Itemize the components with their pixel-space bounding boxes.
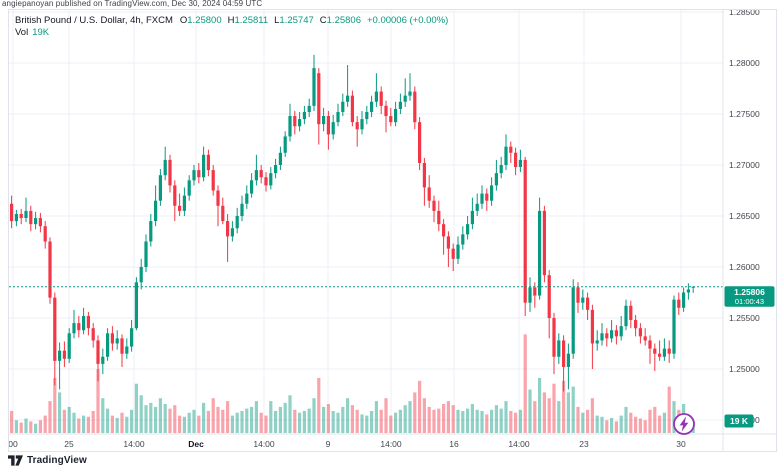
svg-text:25: 25 <box>64 439 74 449</box>
svg-text:1.27500: 1.27500 <box>729 109 760 119</box>
symbol-title[interactable]: British Pound / U.S. Dollar, 4h, FXCM <box>15 15 173 26</box>
low-value: L1.25747 <box>274 15 314 26</box>
svg-text:1.25500: 1.25500 <box>729 313 760 323</box>
svg-text:14:00: 14:00 <box>253 439 275 449</box>
svg-text:14:00: 14:00 <box>380 439 402 449</box>
chart-legend: British Pound / U.S. Dollar, 4h, FXCM O1… <box>15 15 448 39</box>
volume-label: Vol <box>15 27 29 38</box>
svg-text:01:00:43: 01:00:43 <box>735 297 764 306</box>
tradingview-logo[interactable]: TradingView <box>8 455 87 466</box>
svg-text:Dec: Dec <box>188 439 204 449</box>
svg-text:1.25806: 1.25806 <box>734 287 765 297</box>
svg-text:1.28000: 1.28000 <box>729 58 760 68</box>
chart-card: 1.28500 1.28000 1.27500 1.27000 1.26500 1.260… <box>8 9 777 452</box>
close-value: C1.25806 <box>319 15 361 26</box>
tradingview-logo-text: TradingView <box>27 455 87 466</box>
volume-value: 19K <box>32 27 50 38</box>
svg-text:1.26000: 1.26000 <box>729 262 760 272</box>
high-value: H1.25811 <box>227 15 269 26</box>
legend-row-volume: Vol 19K <box>15 27 448 39</box>
svg-text:14:00: 14:00 <box>123 439 145 449</box>
svg-text:16: 16 <box>449 439 459 449</box>
legend-row-ohlc: British Pound / U.S. Dollar, 4h, FXCM O1… <box>15 15 448 27</box>
change-value: +0.00006 (+0.00%) <box>366 15 449 26</box>
svg-text:1.26500: 1.26500 <box>729 211 760 221</box>
candlestick-chart[interactable]: 1.28500 1.28000 1.27500 1.27000 1.26500 1.260… <box>9 10 776 451</box>
svg-text:14:00: 14:00 <box>508 439 530 449</box>
svg-text:1.27000: 1.27000 <box>729 160 760 170</box>
svg-text:1.28500: 1.28500 <box>729 10 760 17</box>
svg-text:19 K: 19 K <box>730 416 749 426</box>
lightning-boost-icon[interactable] <box>673 413 695 435</box>
svg-text:9: 9 <box>326 439 331 449</box>
open-value: O1.25800 <box>179 15 222 26</box>
svg-text:00: 00 <box>9 439 18 449</box>
svg-text:30: 30 <box>676 439 686 449</box>
tradingview-logo-icon <box>8 455 23 466</box>
svg-text:23: 23 <box>579 439 589 449</box>
svg-text:1.25000: 1.25000 <box>729 364 760 374</box>
attribution-text: angiepanoyan published on TradingView.co… <box>2 0 263 8</box>
